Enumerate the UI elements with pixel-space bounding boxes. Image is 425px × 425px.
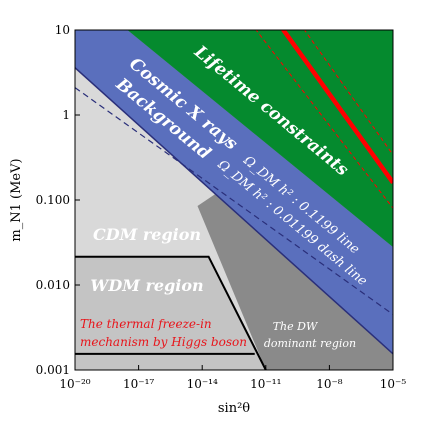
x-tick-label: 10⁻⁸ (316, 377, 343, 391)
label-wdm: WDM region (90, 276, 203, 295)
lifetime-red-line (280, 30, 393, 184)
axis-ticks: 10⁻²⁰ 10⁻¹⁷ 10⁻¹⁴ 10⁻¹¹ 10⁻⁸ 10⁻⁵ 0.001 0.010 0.… (36, 23, 407, 391)
label-thermal-2: mechanism by Higgs boson (80, 335, 247, 349)
region-cosmic-x-rays (75, 30, 393, 354)
lifetime-dashed-line-2 (303, 30, 393, 156)
x-tick-label: 10⁻⁵ (380, 377, 407, 391)
y-axis-label: m_N1 (MeV) (9, 158, 24, 241)
x-tick-label: 10⁻²⁰ (59, 377, 90, 391)
label-thermal-1: The thermal freeze-in (80, 317, 212, 331)
x-tick-label: 10⁻¹⁷ (123, 377, 154, 391)
lifetime-dashed-line-1 (255, 30, 393, 209)
plot-area (75, 30, 393, 370)
y-tick-label: 0.100 (36, 193, 70, 207)
y-tick-label: 0.010 (36, 278, 70, 292)
y-tick-label: 1 (62, 108, 70, 122)
x-axis-label: sin²θ (218, 401, 250, 416)
y-tick-label: 10 (55, 23, 70, 37)
label-dw-1: The DW (273, 320, 319, 333)
blue-lower-edge (75, 67, 393, 355)
label-cdm: CDM region (93, 225, 201, 244)
region-wdm (75, 256, 266, 370)
omega-dash-line (75, 87, 393, 315)
y-tick-label: 0.001 (36, 363, 70, 377)
wdm-boundary (75, 255, 267, 370)
x-tick-label: 10⁻¹⁴ (187, 377, 218, 391)
label-dw-2: dominant region (264, 337, 356, 350)
x-tick-label: 10⁻¹¹ (250, 377, 281, 391)
region-lifetime (127, 30, 393, 247)
